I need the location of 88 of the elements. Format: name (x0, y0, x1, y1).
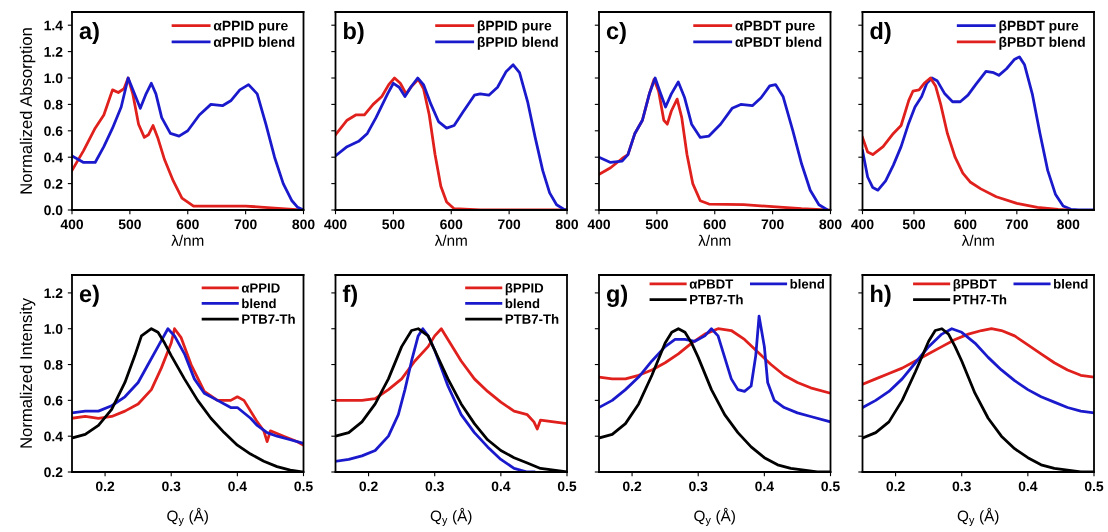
legend-label: βPBDT blend (999, 36, 1085, 50)
x-tick-label: 0.5 (557, 481, 577, 492)
y-axis-title: Normalized Absorption (19, 28, 36, 194)
y-tick-label: 0.2 (44, 178, 63, 189)
legend-label: PTB7-Th (505, 314, 559, 324)
legend-label: blend (242, 298, 276, 309)
legend-label: PTB7-Th (690, 294, 743, 305)
x-tick-label: 0.5 (1084, 481, 1104, 492)
x-tick-label: 0.3 (425, 481, 444, 492)
x-axis-title: Q$_{y}$ (Å) (694, 507, 735, 526)
annotation: c) (606, 21, 626, 44)
y-tick-label: 0.6 (44, 126, 63, 136)
x-tick-label: 0.4 (1018, 481, 1038, 492)
legend-label: βPPID blend (477, 36, 558, 50)
annotation: g) (606, 284, 628, 307)
x-tick-label: 0.2 (95, 481, 115, 492)
legend-label: αPBDT pure (735, 20, 815, 34)
legend-label: PTH7-Th (953, 294, 1007, 305)
x-tick-label: 0.3 (162, 481, 181, 492)
legend-label: blend (505, 298, 540, 309)
x-tick-label: 700 (1005, 219, 1028, 230)
x-tick-label: 0.5 (294, 481, 313, 492)
x-tick-label: 700 (498, 219, 521, 230)
x-tick-label: 600 (440, 219, 463, 230)
legend-label: βPPID pure (477, 20, 552, 34)
x-tick-label: 0.2 (886, 481, 905, 492)
y-tick-label: 0.4 (44, 431, 63, 442)
x-tick-label: 500 (645, 219, 668, 230)
y-tick-label: 0.8 (44, 359, 63, 370)
x-tick-label: 400 (324, 219, 347, 230)
x-tick-label: 0.5 (821, 481, 840, 492)
x-axis-title: Q$_{y}$ (Å) (167, 507, 208, 526)
x-tick-label: 700 (234, 219, 257, 230)
legend-label: αPPID (241, 283, 280, 293)
y-axis-title: Normalized Intensity (19, 298, 36, 448)
x-axis-title: λ/nm (171, 234, 204, 246)
x-tick-label: 400 (587, 219, 611, 230)
y-tick-label: 1.2 (44, 288, 63, 298)
x-tick-label: 0.2 (622, 481, 642, 492)
x-axis-title: Q$_{y}$ (Å) (957, 507, 999, 526)
x-tick-label: 800 (1057, 219, 1080, 230)
legend-label: αPPID pure (213, 20, 288, 34)
legend-label: αPBDT blend (735, 36, 822, 47)
legend-label: PTB7-Th (242, 314, 295, 324)
x-tick-label: 0.2 (359, 481, 378, 492)
legend-label: βPBDT (953, 278, 997, 292)
x-tick-label: 500 (382, 219, 405, 230)
x-tick-label: 800 (292, 219, 315, 230)
annotation: b) (344, 21, 364, 44)
x-tick-label: 0.4 (228, 481, 247, 492)
y-tick-label: 1.0 (44, 324, 63, 334)
annotation: e) (79, 284, 99, 307)
x-axis-title: Q$_{y}$ (Å) (430, 507, 472, 526)
x-tick-label: 400 (60, 219, 84, 230)
annotation: d) (870, 21, 891, 44)
x-tick-label: 800 (819, 219, 842, 230)
annotation: f) (342, 284, 357, 307)
legend-label: αPPID blend (213, 36, 295, 47)
x-tick-label: 500 (902, 219, 925, 230)
x-tick-label: 800 (555, 219, 579, 230)
x-tick-label: 0.3 (689, 481, 708, 492)
x-axis-title: λ/nm (434, 234, 467, 246)
annotation: h) (871, 284, 891, 307)
y-tick-label: 0.2 (44, 467, 63, 478)
y-tick-label: 1.4 (44, 20, 63, 31)
x-tick-label: 400 (851, 219, 874, 230)
legend-label: blend (1054, 278, 1088, 289)
x-tick-label: 500 (118, 219, 141, 230)
x-tick-label: 600 (176, 219, 199, 230)
y-tick-label: 1.0 (44, 73, 63, 84)
legend-label: blend (790, 278, 824, 289)
annotation: a) (79, 21, 99, 44)
legend-label: βPBDT pure (999, 20, 1079, 34)
x-tick-label: 700 (761, 219, 784, 230)
x-tick-label: 0.4 (755, 481, 774, 492)
x-axis-title: λ/nm (698, 234, 731, 246)
y-tick-label: 0.6 (44, 395, 63, 406)
y-tick-label: 0.0 (44, 205, 63, 216)
y-tick-label: 1.2 (44, 46, 63, 57)
x-tick-label: 600 (954, 219, 977, 230)
legend-label: βPPID (505, 282, 544, 296)
y-tick-label: 0.8 (44, 99, 63, 110)
x-tick-label: 0.3 (952, 481, 971, 492)
y-tick-label: 0.4 (44, 152, 63, 163)
x-tick-label: 600 (703, 219, 726, 230)
x-axis-title: λ/nm (961, 234, 994, 246)
legend-label: αPBDT (689, 279, 734, 289)
x-tick-label: 0.4 (491, 481, 511, 492)
